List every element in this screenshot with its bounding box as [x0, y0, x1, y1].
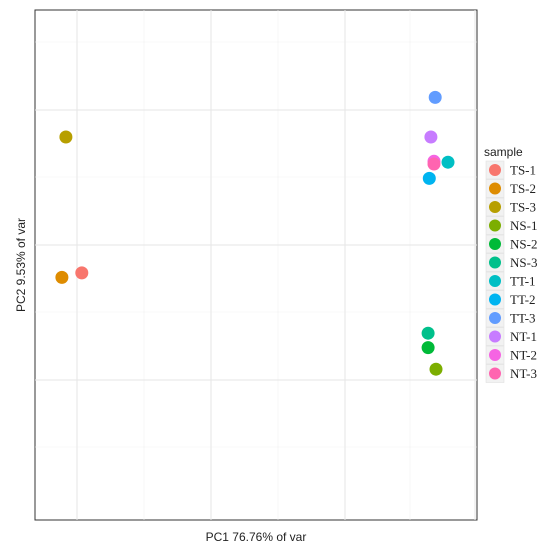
legend-swatch-ns-2	[489, 238, 501, 250]
legend-swatch-ts-2	[489, 182, 501, 195]
legend-label-ts-3: TS-3	[510, 200, 536, 215]
point-ns-3	[421, 326, 435, 340]
point-tt-1	[441, 155, 455, 169]
legend-label-ns-1: NS-1	[510, 218, 537, 233]
legend-swatch-tt-2	[489, 293, 501, 306]
point-ts-3	[59, 130, 73, 144]
legend-swatch-tt-1	[489, 275, 501, 287]
legend-title: sample	[484, 145, 523, 159]
point-tt-2	[422, 171, 436, 185]
legend-swatch-ns-1	[489, 219, 501, 232]
legend-swatch-nt-1	[489, 330, 501, 343]
legend-swatch-tt-3	[489, 312, 501, 324]
legend-label-nt-2: NT-2	[510, 348, 537, 363]
legend-label-ns-2: NS-2	[510, 237, 537, 252]
point-ts-1	[75, 266, 89, 280]
legend-label-tt-3: TT-3	[510, 311, 536, 326]
legend-swatch-nt-3	[489, 367, 501, 380]
legend-label-ts-1: TS-1	[510, 163, 536, 178]
y-axis-title: PC2 9.53% of var	[14, 218, 28, 312]
point-nt-1	[424, 130, 438, 144]
panel-background	[34, 9, 478, 521]
legend-label-nt-1: NT-1	[510, 329, 537, 344]
legend: sample TS-1 TS-2 TS-3 NS-1 NS-2 NS-3 TT-1 TT-2 T…	[484, 145, 544, 388]
legend-swatch-ts-1	[489, 164, 501, 176]
grid-lines	[35, 10, 477, 520]
legend-swatch-ts-3	[489, 201, 501, 213]
point-nt-3	[427, 157, 441, 171]
legend-label-nt-3: NT-3	[510, 366, 537, 381]
x-axis-title: PC1 76.76% of var	[206, 530, 307, 544]
point-ts-2	[55, 270, 69, 284]
legend-swatch-nt-2	[489, 349, 501, 361]
point-ns-1	[429, 362, 443, 376]
point-ns-2	[421, 341, 435, 355]
legend-label-ts-2: TS-2	[510, 181, 536, 196]
legend-swatch-ns-3	[489, 256, 501, 269]
legend-label-ns-3: NS-3	[510, 255, 537, 270]
data-points	[55, 90, 455, 376]
point-tt-3	[428, 90, 442, 104]
legend-label-tt-1: TT-1	[510, 274, 536, 289]
legend-label-tt-2: TT-2	[510, 292, 536, 307]
